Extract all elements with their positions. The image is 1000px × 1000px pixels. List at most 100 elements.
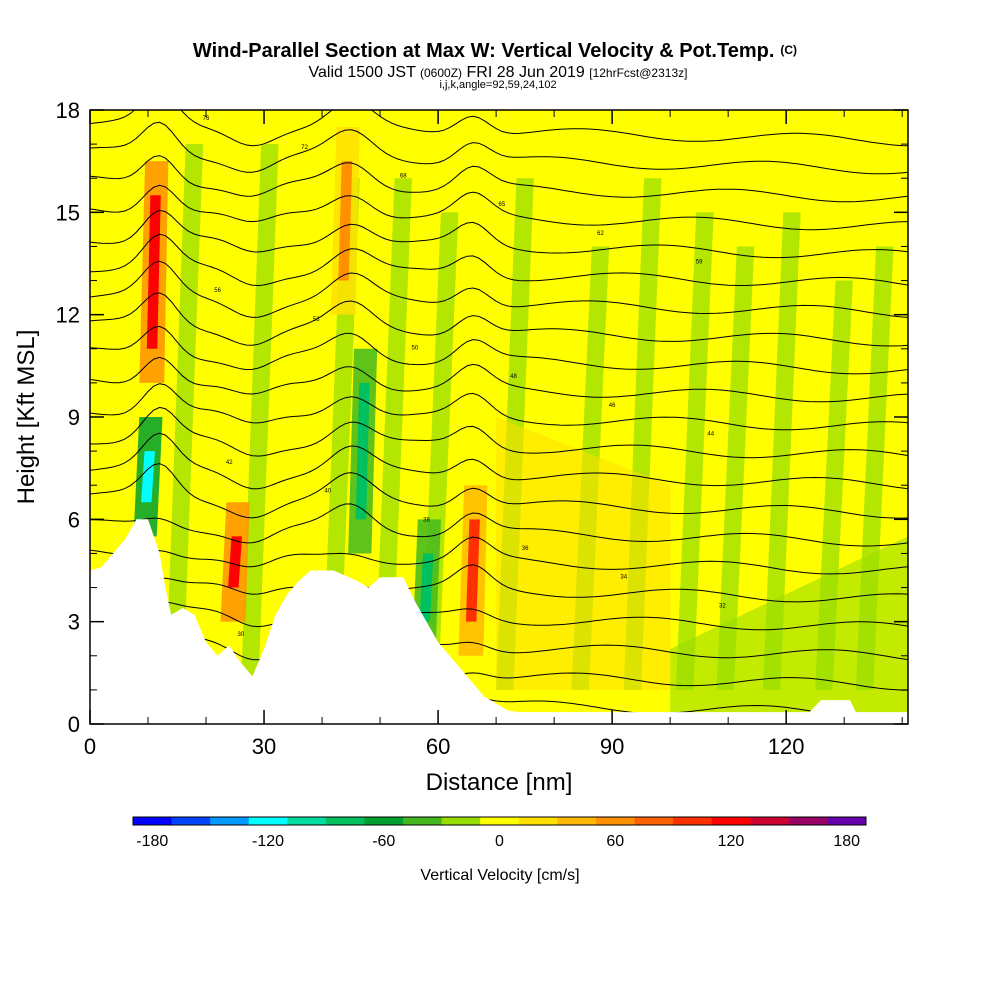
- contour-line: [90, 292, 908, 347]
- colorbar-segment: [480, 817, 520, 825]
- contour-line: [90, 155, 908, 203]
- chart-title: Wind-Parallel Section at Max W: Vertical…: [193, 40, 797, 62]
- colorbar-segment: [287, 817, 327, 825]
- contour-line: [90, 110, 908, 147]
- contour-line: [90, 536, 908, 575]
- contour-line: [90, 601, 908, 631]
- contour-line: [90, 626, 908, 661]
- contour-label: 42: [226, 460, 233, 466]
- colorbar-segment: [788, 817, 828, 825]
- colorbar-tick-label: 0: [495, 833, 504, 850]
- contour-label: 68: [400, 174, 407, 180]
- updraft-core: [146, 195, 161, 349]
- x-tick-label: 0: [84, 734, 96, 759]
- contour-label: 44: [707, 431, 714, 437]
- contour-line: [90, 432, 908, 490]
- colorbar: -180 -120 -60 0 60 120 180: [132, 816, 867, 850]
- y-tick-label: 9: [68, 405, 80, 430]
- contour-line: [90, 260, 908, 318]
- contour-line: [90, 503, 908, 547]
- colorbar-segment: [673, 817, 713, 825]
- contour-line: [90, 233, 908, 287]
- contour-line: [90, 209, 908, 259]
- y-tick-label: 12: [56, 303, 80, 328]
- contour-line: [90, 406, 908, 459]
- contour-label: 32: [719, 603, 726, 609]
- y-tick-label: 6: [68, 507, 80, 532]
- colorbar-segment: [325, 817, 365, 825]
- contour-line: [90, 184, 908, 231]
- colorbar-segment: [403, 817, 443, 825]
- velocity-bands: [165, 144, 908, 724]
- velocity-band: [716, 246, 755, 690]
- colorbar-tick-label: 60: [606, 833, 624, 850]
- colorbar-segment: [441, 817, 481, 825]
- downdraft-core: [419, 553, 434, 622]
- velocity-band: [675, 212, 714, 690]
- colorbar-frame: [132, 816, 867, 826]
- colorbar-segment: [248, 817, 288, 825]
- colorbar-tick-label: -120: [252, 833, 284, 850]
- x-tick-label: 30: [252, 734, 276, 759]
- colorbar-segment: [750, 817, 790, 825]
- terrain: [90, 519, 908, 724]
- updraft-core: [228, 536, 242, 588]
- contour-line: [90, 463, 908, 519]
- velocity-band: [374, 178, 412, 690]
- plot-area: 7672686562595653504846444240383634323028…: [90, 110, 908, 724]
- updraft-core: [465, 519, 480, 622]
- contour-line: [90, 564, 908, 603]
- colorbar-segment: [557, 817, 597, 825]
- x-tick-label: 60: [426, 734, 450, 759]
- velocity-band: [496, 417, 671, 690]
- contour-label: 72: [301, 145, 308, 151]
- chart-params: i,j,k,angle=92,59,24,102: [439, 79, 556, 91]
- y-axis-label: Height [Kft MSL]: [13, 330, 40, 505]
- contour-label: 36: [522, 546, 529, 552]
- y-tick-label: 15: [56, 200, 80, 225]
- colorbar-label: Vertical Velocity [cm/s]: [420, 867, 579, 884]
- contour-line: [90, 121, 908, 175]
- colorbar-segment: [133, 817, 172, 825]
- contour-label: 76: [203, 116, 210, 122]
- y-tick-label: 18: [56, 98, 80, 123]
- colorbar-tick-label: -180: [136, 833, 168, 850]
- contour-line: [90, 325, 908, 375]
- contour-label: 65: [499, 202, 506, 208]
- velocity-band: [762, 212, 801, 690]
- colorbar-tick-label: 120: [718, 833, 745, 850]
- colorbar-segment: [711, 817, 751, 825]
- contour-line: [90, 356, 908, 403]
- contour-label: 48: [510, 374, 517, 380]
- colorbar-segment: [364, 817, 404, 825]
- contour-label: 30: [237, 632, 244, 638]
- contour-label: 53: [313, 317, 320, 323]
- velocity-band: [670, 536, 908, 724]
- contour-label: 34: [620, 575, 627, 581]
- contour-label: 38: [423, 517, 430, 523]
- contour-label: 40: [325, 489, 332, 495]
- y-tick-label: 3: [68, 610, 80, 635]
- updraft-core: [338, 161, 353, 281]
- x-tick-label: 90: [600, 734, 624, 759]
- velocity-band: [240, 144, 279, 690]
- contour-label: 46: [609, 403, 616, 409]
- colorbar-tick-label: -60: [372, 833, 395, 850]
- contour-label: 56: [214, 288, 221, 294]
- x-tick-label: 120: [768, 734, 805, 759]
- colorbar-segment: [210, 817, 250, 825]
- contour-label: 62: [597, 231, 604, 237]
- y-tick-label: 0: [68, 712, 80, 737]
- velocity-band: [165, 144, 204, 690]
- downdraft-core: [355, 382, 370, 520]
- downdraft-core: [141, 451, 155, 503]
- chart-subtitle: Valid 1500 JST (0600Z) FRI 28 Jun 2019 […: [309, 64, 688, 81]
- colorbar-segment: [827, 817, 867, 825]
- colorbar-segment: [595, 817, 635, 825]
- colorbar-segment: [634, 817, 674, 825]
- colorbar-segment: [171, 817, 211, 825]
- contour-label: 50: [412, 345, 419, 351]
- colorbar-segment: [518, 817, 558, 825]
